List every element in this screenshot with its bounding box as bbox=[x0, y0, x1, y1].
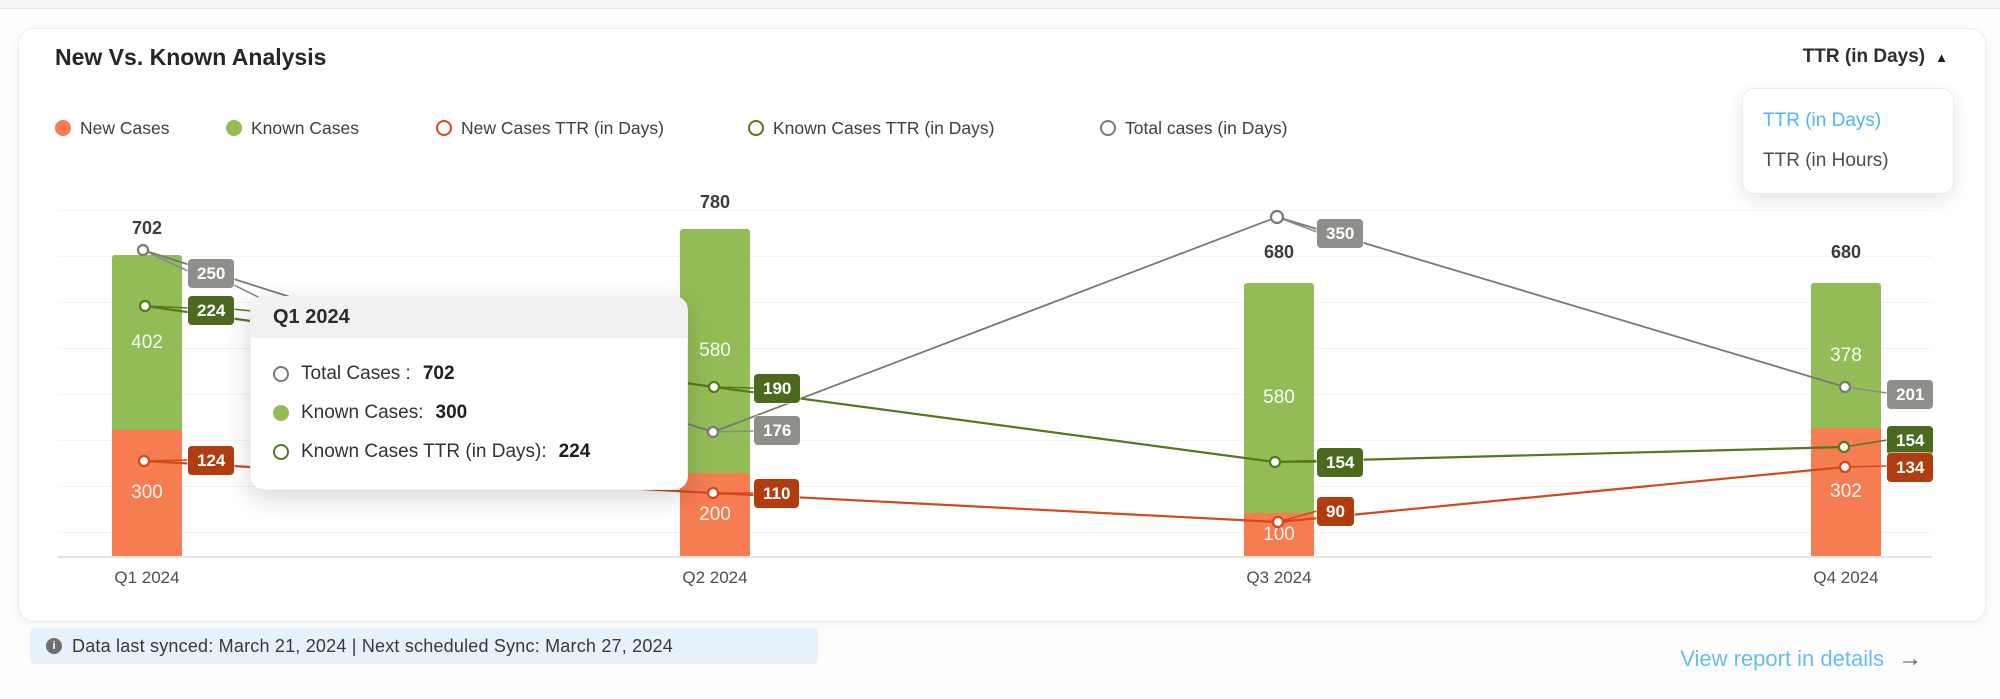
x-tick-q1: Q1 2024 bbox=[114, 568, 180, 587]
badge-total-q1: 250 bbox=[188, 259, 235, 288]
tooltip-label: Known Cases: bbox=[301, 401, 424, 423]
ttr-option-hours[interactable]: TTR (in Hours) bbox=[1763, 150, 1889, 171]
bar-total-q3: 680 bbox=[1263, 242, 1295, 262]
ttr-dropdown-menu: TTR (in Days) TTR (in Hours) bbox=[1742, 88, 1954, 194]
bar-total-q1: 702 bbox=[131, 218, 163, 238]
tooltip-row-total-cases: Total Cases : 702 bbox=[273, 354, 665, 393]
bar-known-cases-q3[interactable]: 580 bbox=[1244, 283, 1314, 513]
bar-label-new-q4: 302 bbox=[1830, 481, 1862, 502]
bar-known-cases-q1[interactable]: 402 bbox=[112, 255, 182, 430]
legend-label-new-cases: New Cases bbox=[80, 117, 170, 138]
view-report-link[interactable]: View report in details → bbox=[1680, 645, 1922, 673]
legend-label-known-cases: Known Cases bbox=[251, 117, 359, 138]
tooltip-row-known-cases: Known Cases: 300 bbox=[273, 393, 665, 432]
ttr-dropdown-trigger[interactable]: TTR (in Days) ▲ bbox=[1803, 46, 1948, 68]
known-cases-ttr-tooltip-marker bbox=[273, 443, 289, 460]
known-cases-tooltip-marker bbox=[273, 404, 289, 421]
badge-known-ttr-q4: 154 bbox=[1887, 426, 1934, 455]
new-cases-legend-marker bbox=[55, 120, 71, 136]
x-axis-line bbox=[58, 556, 1932, 558]
legend-label-new-cases-ttr: New Cases TTR (in Days) bbox=[461, 117, 664, 138]
badge-total-q2: 176 bbox=[754, 416, 801, 445]
total-cases-legend-marker bbox=[1100, 120, 1116, 136]
known-cases-legend-marker bbox=[226, 120, 242, 136]
legend-item-total-cases[interactable]: Total cases (in Days) bbox=[1100, 116, 1287, 140]
tooltip-value: 224 bbox=[558, 440, 591, 462]
bar-label-known-q3: 580 bbox=[1263, 387, 1295, 408]
ttr-dropdown-selected-label: TTR (in Days) bbox=[1802, 46, 1926, 67]
legend-item-new-cases[interactable]: New Cases bbox=[55, 116, 169, 140]
x-tick-q3: Q3 2024 bbox=[1246, 568, 1312, 587]
ttr-option-days[interactable]: TTR (in Days) bbox=[1763, 110, 1882, 131]
tooltip-body: Total Cases : 702 Known Cases: 300 Known… bbox=[251, 338, 687, 489]
bar-label-known-q4: 378 bbox=[1830, 344, 1862, 366]
sync-status-bar: i Data last synced: March 21, 2024 | Nex… bbox=[30, 628, 818, 664]
badge-new-ttr-q1: 124 bbox=[188, 446, 235, 475]
top-divider bbox=[0, 0, 2000, 9]
legend-item-known-cases[interactable]: Known Cases bbox=[226, 116, 359, 140]
bar-label-known-q2: 580 bbox=[699, 340, 731, 361]
new-cases-ttr-legend-marker bbox=[436, 120, 452, 136]
bar-label-new-q1: 300 bbox=[131, 482, 163, 503]
bar-label-known-q1: 402 bbox=[131, 331, 163, 353]
legend-item-known-cases-ttr[interactable]: Known Cases TTR (in Days) bbox=[748, 116, 994, 140]
legend-label-known-cases-ttr: Known Cases TTR (in Days) bbox=[773, 117, 995, 138]
tooltip-title: Q1 2024 bbox=[251, 297, 687, 338]
badge-new-ttr-q2: 110 bbox=[754, 479, 800, 508]
x-tick-q2: Q2 2024 bbox=[682, 568, 748, 587]
page-title: New Vs. Known Analysis bbox=[55, 44, 327, 70]
badge-known-ttr-q2: 190 bbox=[754, 374, 801, 403]
badge-total-q3: 350 bbox=[1317, 219, 1364, 248]
bar-label-new-q2: 200 bbox=[699, 503, 731, 525]
badge-known-ttr-q3: 154 bbox=[1317, 448, 1364, 477]
badge-new-ttr-q3: 90 bbox=[1317, 497, 1354, 526]
info-icon: i bbox=[46, 638, 62, 654]
badge-known-ttr-q1: 224 bbox=[188, 296, 235, 325]
tooltip-value: 702 bbox=[422, 362, 455, 384]
bar-new-cases-q2[interactable]: 200 bbox=[680, 473, 750, 556]
legend-label-total-cases: Total cases (in Days) bbox=[1125, 117, 1288, 138]
badge-total-q4: 201 bbox=[1887, 380, 1934, 409]
tooltip-label: Total Cases : bbox=[301, 362, 411, 384]
known-cases-ttr-legend-marker bbox=[748, 120, 764, 136]
bar-known-cases-q4[interactable]: 378 bbox=[1811, 283, 1881, 428]
bar-new-cases-q3[interactable]: 100 bbox=[1244, 513, 1314, 556]
bar-label-new-q3: 100 bbox=[1263, 523, 1295, 545]
gridline bbox=[58, 256, 1932, 257]
arrow-right-icon: → bbox=[1898, 645, 1922, 672]
bar-new-cases-q4[interactable]: 302 bbox=[1811, 428, 1881, 556]
chart-tooltip: Q1 2024 Total Cases : 702 Known Cases: 3… bbox=[250, 296, 688, 490]
sync-status-text: Data last synced: March 21, 2024 | Next … bbox=[72, 635, 673, 656]
gridline bbox=[58, 532, 1932, 533]
x-tick-q4: Q4 2024 bbox=[1813, 568, 1879, 587]
badge-new-ttr-q4: 134 bbox=[1887, 453, 1934, 482]
tooltip-label: Known Cases TTR (in Days): bbox=[301, 440, 547, 462]
bar-total-q4: 680 bbox=[1830, 242, 1862, 262]
tooltip-row-known-cases-ttr: Known Cases TTR (in Days): 224 bbox=[273, 432, 665, 471]
caret-up-icon: ▲ bbox=[1935, 49, 1948, 65]
tooltip-value: 300 bbox=[435, 401, 468, 423]
legend-item-new-cases-ttr[interactable]: New Cases TTR (in Days) bbox=[436, 116, 664, 140]
total-cases-tooltip-marker bbox=[273, 365, 289, 382]
view-report-link-label: View report in details bbox=[1680, 646, 1884, 671]
bar-new-cases-q1[interactable]: 300 bbox=[112, 430, 182, 556]
bar-total-q2: 780 bbox=[699, 192, 731, 212]
bar-known-cases-q2[interactable]: 580 bbox=[680, 229, 750, 473]
gridline bbox=[58, 210, 1932, 211]
